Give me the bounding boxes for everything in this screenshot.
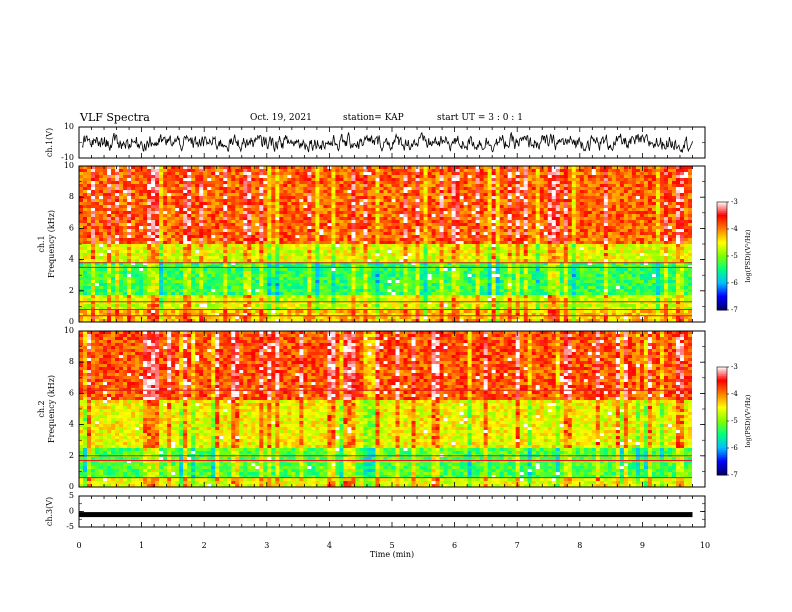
x-tick-label: 3 (264, 541, 269, 550)
ch2-spectrogram-heatmap (79, 331, 705, 488)
ch2-colorbar-tick: -7 (731, 471, 738, 479)
ch2-colorbar-tick: -5 (731, 417, 738, 425)
figure-title: VLF Spectra (80, 111, 150, 124)
x-tick-label: 10 (700, 541, 710, 550)
ch1-waveform-line (81, 131, 693, 153)
ch1-colorbar-tick: -7 (731, 306, 738, 314)
ch1-spectrogram-ytick-label: 2 (69, 286, 74, 295)
ch1-spectrogram-ylabel-channel: ch.1 (37, 235, 46, 252)
ch2-spectrogram-ytick-label: 10 (64, 326, 74, 335)
ch1-waveform-ytick-label: -10 (61, 153, 74, 162)
ch1-spectrogram-heatmap (79, 166, 705, 323)
x-tick-label: 0 (76, 541, 81, 550)
ch2-colorbar: -3 -4 -5 -6 -7 log(PSD)(V²/Hz) (716, 363, 752, 479)
ch3-waveform-line (79, 512, 693, 518)
date-label: Oct. 19, 2021 (250, 113, 312, 123)
ch1-spectrogram-ytick-label: 10 (64, 161, 74, 170)
x-tick-label: 9 (640, 541, 645, 550)
ch1-colorbar-tick: -4 (731, 225, 738, 233)
ch2-spectrogram-ytick-label: 0 (69, 482, 74, 491)
x-tick-label: 6 (452, 541, 457, 550)
ch3-waveform-ytick-label: 5 (69, 491, 74, 500)
ch2-spectrogram-ytick-label: 8 (69, 357, 74, 366)
ch2-colorbar-tick: -6 (731, 444, 738, 452)
x-tick-label: 1 (139, 541, 144, 550)
ch1-spectrogram-ytick-label: 8 (69, 192, 74, 201)
ch1-waveform-ylabel: ch.1(V) (45, 128, 54, 157)
ch1-waveform-ytick-label: 10 (64, 122, 74, 131)
ch1-colorbar-label: log(PSD)(V²/Hz) (744, 229, 752, 282)
ch2-spectrogram-ytick-label: 2 (69, 451, 74, 460)
x-tick-label: 4 (327, 541, 332, 550)
ch1-colorbar: -3 -4 -5 -6 -7 log(PSD)(V²/Hz) (716, 198, 752, 314)
start-time-label: start UT = 3 : 0 : 1 (437, 113, 523, 123)
ch2-colorbar-tick: -3 (731, 363, 738, 371)
x-tick-label: 2 (202, 541, 207, 550)
ch1-colorbar-tick: -3 (731, 198, 738, 206)
ch3-waveform-ylabel: ch.3(V) (45, 497, 54, 526)
ch1-spectrogram-ytick-label: 0 (69, 317, 74, 326)
ch1-spectrogram-ytick-label: 6 (69, 223, 74, 232)
ch1-spectrogram-ylabel: Frequency (kHz) (47, 210, 56, 278)
ch2-spectrogram-ytick-label: 4 (69, 420, 74, 429)
ch3-waveform-ytick-label: -5 (66, 522, 74, 531)
ch1-colorbar-tick: -6 (731, 279, 738, 287)
ch1-colorbar-tick: -5 (731, 252, 738, 260)
ch2-spectrogram-ylabel: Frequency (kHz) (47, 375, 56, 443)
x-axis-label: Time (min) (370, 550, 414, 559)
x-tick-label: 8 (577, 541, 582, 550)
ch2-spectrogram-ytick-label: 6 (69, 388, 74, 397)
station-label: station= KAP (343, 113, 404, 123)
ch2-colorbar-label: log(PSD)(V²/Hz) (744, 394, 752, 447)
ch3-waveform-ytick-label: 0 (69, 507, 74, 516)
ch2-colorbar-tick: -4 (731, 390, 738, 398)
x-tick-label: 7 (515, 541, 520, 550)
ch1-spectrogram-ytick-label: 4 (69, 255, 74, 264)
ch2-spectrogram-ylabel-channel: ch.2 (37, 400, 46, 417)
x-tick-label: 5 (389, 541, 394, 550)
